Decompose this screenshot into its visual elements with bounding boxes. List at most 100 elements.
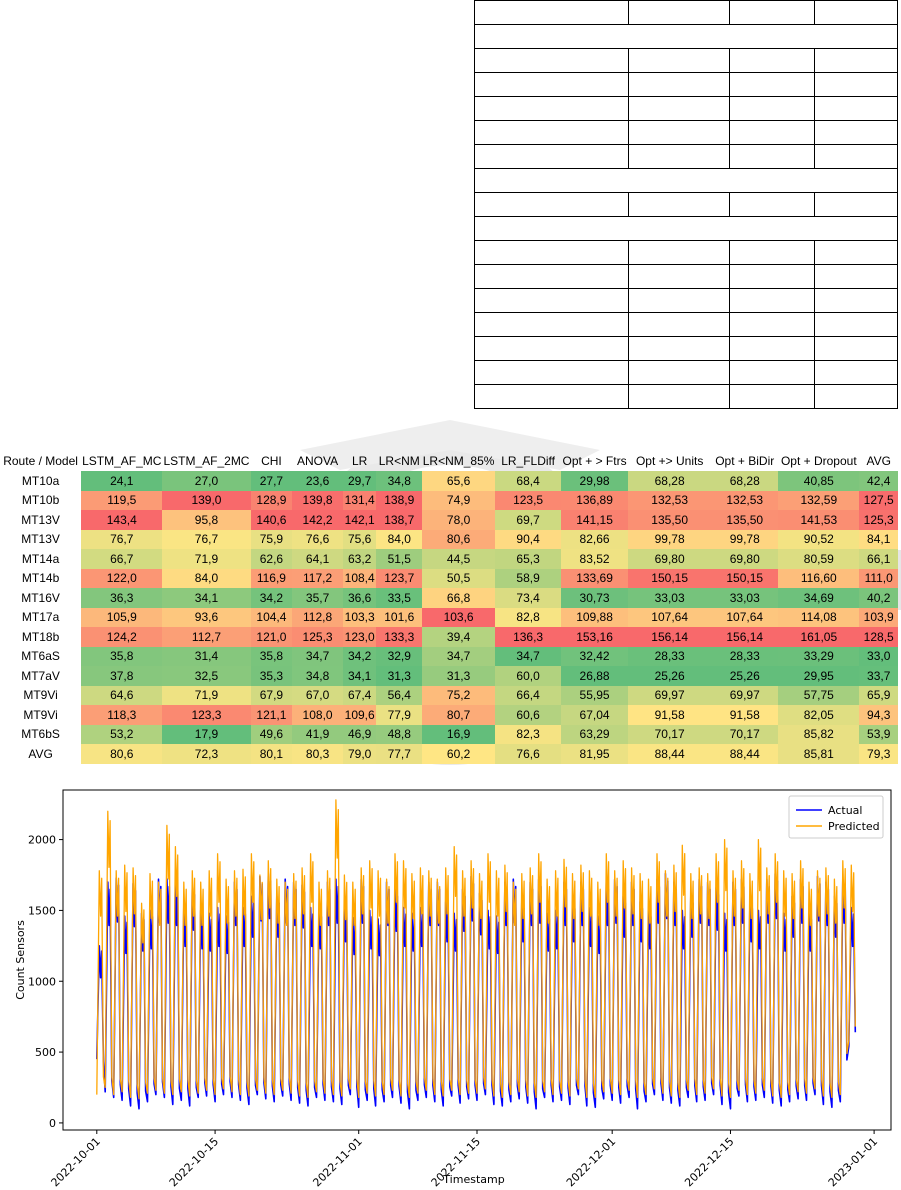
grid-row [474, 288, 898, 313]
heatmap-cell: 103,3 [342, 607, 377, 627]
heatmap-cell: 82,66 [561, 529, 629, 549]
heatmap-cell: 88,44 [628, 744, 712, 764]
heatmap-cell: 65,3 [495, 549, 562, 569]
grid-row [474, 192, 898, 217]
heatmap-cell: 26,88 [561, 666, 629, 686]
heatmap-cell: 112,7 [162, 627, 251, 647]
grid-row [474, 240, 898, 265]
heatmap-cell: 34,2 [342, 646, 377, 666]
heatmap-cell: 99,78 [711, 529, 779, 549]
heatmap-cell: 123,5 [495, 490, 562, 510]
heatmap-cell: 150,15 [711, 568, 779, 588]
heatmap-cell: 27,0 [162, 471, 251, 491]
heatmap-cell: 76,6 [292, 529, 343, 549]
heatmap-row-label: MT10b [0, 490, 82, 510]
heatmap-row: MT16V 36,3 34,1 34,2 35,7 36,6 33,5 66,8 73,4 30,… [0, 588, 898, 608]
x-tick-label: 2022-10-15 [167, 1135, 221, 1189]
heatmap-row-label: AVG [0, 744, 82, 764]
series-line-predicted [96, 799, 856, 1100]
heatmap-cell: 68,28 [711, 471, 779, 491]
heatmap-table: Route / Model LSTM_AF_MC LSTM_AF_2MC CHI ANO… [0, 450, 898, 764]
x-tick-label: 2022-12-01 [564, 1135, 618, 1189]
heatmap-cell: 33,5 [376, 588, 423, 608]
heatmap-cell: 33,03 [628, 588, 712, 608]
heatmap-cell: 138,7 [376, 510, 423, 530]
heatmap-cell: 128,5 [859, 627, 898, 647]
heatmap-cell: 161,05 [778, 627, 860, 647]
heatmap-cell: 128,9 [250, 490, 293, 510]
heatmap-cell: 53,2 [81, 724, 163, 744]
heatmap-cell: 90,52 [778, 529, 860, 549]
heatmap-column-header: LSTM_AF_MC [82, 453, 162, 468]
heatmap-column-header: ANOVA [297, 453, 339, 468]
heatmap-cell: 125,3 [859, 510, 898, 530]
heatmap-cell: 82,05 [778, 705, 860, 725]
heatmap-cell: 107,64 [711, 607, 779, 627]
plot-lines [96, 799, 857, 1110]
heatmap-cell: 23,6 [292, 471, 343, 491]
heatmap-cell: 108,4 [342, 568, 377, 588]
heatmap-cell: 133,69 [561, 568, 629, 588]
heatmap-cell: 81,95 [561, 744, 629, 764]
heatmap-cell: 103,6 [422, 607, 496, 627]
heatmap-row: MT6bS 53,2 17,9 49,6 41,9 46,9 48,8 16,9 82,3 63,… [0, 724, 898, 744]
heatmap-cell: 76,7 [81, 529, 163, 549]
heatmap-cell: 93,6 [162, 607, 251, 627]
heatmap-cell: 112,8 [292, 607, 343, 627]
heatmap-cell: 85,81 [778, 744, 860, 764]
heatmap-cell: 73,4 [495, 588, 562, 608]
y-tick-label: 1500 [28, 904, 56, 917]
heatmap-cell: 51,5 [376, 549, 423, 569]
heatmap-cell: 62,6 [250, 549, 293, 569]
heatmap-cell: 55,95 [561, 685, 629, 705]
heatmap-cell: 33,0 [859, 646, 898, 666]
heatmap-cell: 35,8 [81, 646, 163, 666]
series-line-actual [96, 872, 857, 1110]
heatmap-cell: 131,4 [342, 490, 377, 510]
heatmap-cell: 34,69 [778, 588, 860, 608]
heatmap-cell: 72,3 [162, 744, 251, 764]
heatmap-row-label: MT9Vi [0, 685, 82, 705]
heatmap-cell: 80,3 [292, 744, 343, 764]
heatmap-row: AVG 80,6 72,3 80,1 80,3 79,0 77,7 60,2 76,6 81,95… [0, 744, 898, 764]
heatmap-cell: 80,6 [422, 529, 496, 549]
grid-row [474, 336, 898, 361]
y-axis: 0 500 1000 1500 2000 [28, 834, 63, 1130]
x-tick-label: 2023-01-01 [826, 1135, 880, 1189]
heatmap-cell: 133,3 [376, 627, 423, 647]
heatmap-cell: 39,4 [422, 627, 496, 647]
heatmap-cell: 49,6 [250, 724, 293, 744]
heatmap-row: MT9Vi 118,3 123,3 121,1 108,0 109,6 77,9 80,7 60… [0, 705, 898, 725]
heatmap-cell: 53,9 [859, 724, 898, 744]
heatmap-cell: 32,9 [376, 646, 423, 666]
heatmap-cell: 32,5 [162, 666, 251, 686]
heatmap-cell: 76,6 [495, 744, 562, 764]
heatmap-row: MT10b 119,5 139,0 128,9 139,8 131,4 138,9 74,9 1… [0, 490, 898, 510]
heatmap-column-header: Opt + Dropout [780, 453, 857, 468]
heatmap-cell: 139,0 [162, 490, 251, 510]
heatmap-row-label: MT18b [0, 627, 82, 647]
heatmap-cell: 46,9 [342, 724, 377, 744]
grid-row-merged [474, 216, 898, 241]
heatmap-cell: 109,88 [561, 607, 629, 627]
heatmap-cell: 37,8 [81, 666, 163, 686]
heatmap-cell: 75,2 [422, 685, 496, 705]
heatmap-cell: 70,17 [711, 724, 779, 744]
heatmap-cell: 35,7 [292, 588, 343, 608]
heatmap-cell: 80,7 [422, 705, 496, 725]
heatmap-cell: 132,59 [778, 490, 860, 510]
heatmap-cell: 57,75 [778, 685, 860, 705]
heatmap-column-header: LR [352, 453, 368, 468]
heatmap-cell: 24,1 [81, 471, 163, 491]
heatmap-cell: 69,97 [711, 685, 779, 705]
heatmap-cell: 125,3 [292, 627, 343, 647]
heatmap-cell: 71,9 [162, 549, 251, 569]
heatmap-cell: 136,89 [561, 490, 629, 510]
heatmap-cell: 29,98 [561, 471, 629, 491]
y-tick-label: 500 [35, 1046, 56, 1059]
y-tick-label: 2000 [28, 834, 56, 847]
heatmap-cell: 63,29 [561, 724, 629, 744]
heatmap-cell: 75,9 [250, 529, 293, 549]
heatmap-cell: 35,3 [250, 666, 293, 686]
heatmap-row-label: MT17a [0, 607, 82, 627]
